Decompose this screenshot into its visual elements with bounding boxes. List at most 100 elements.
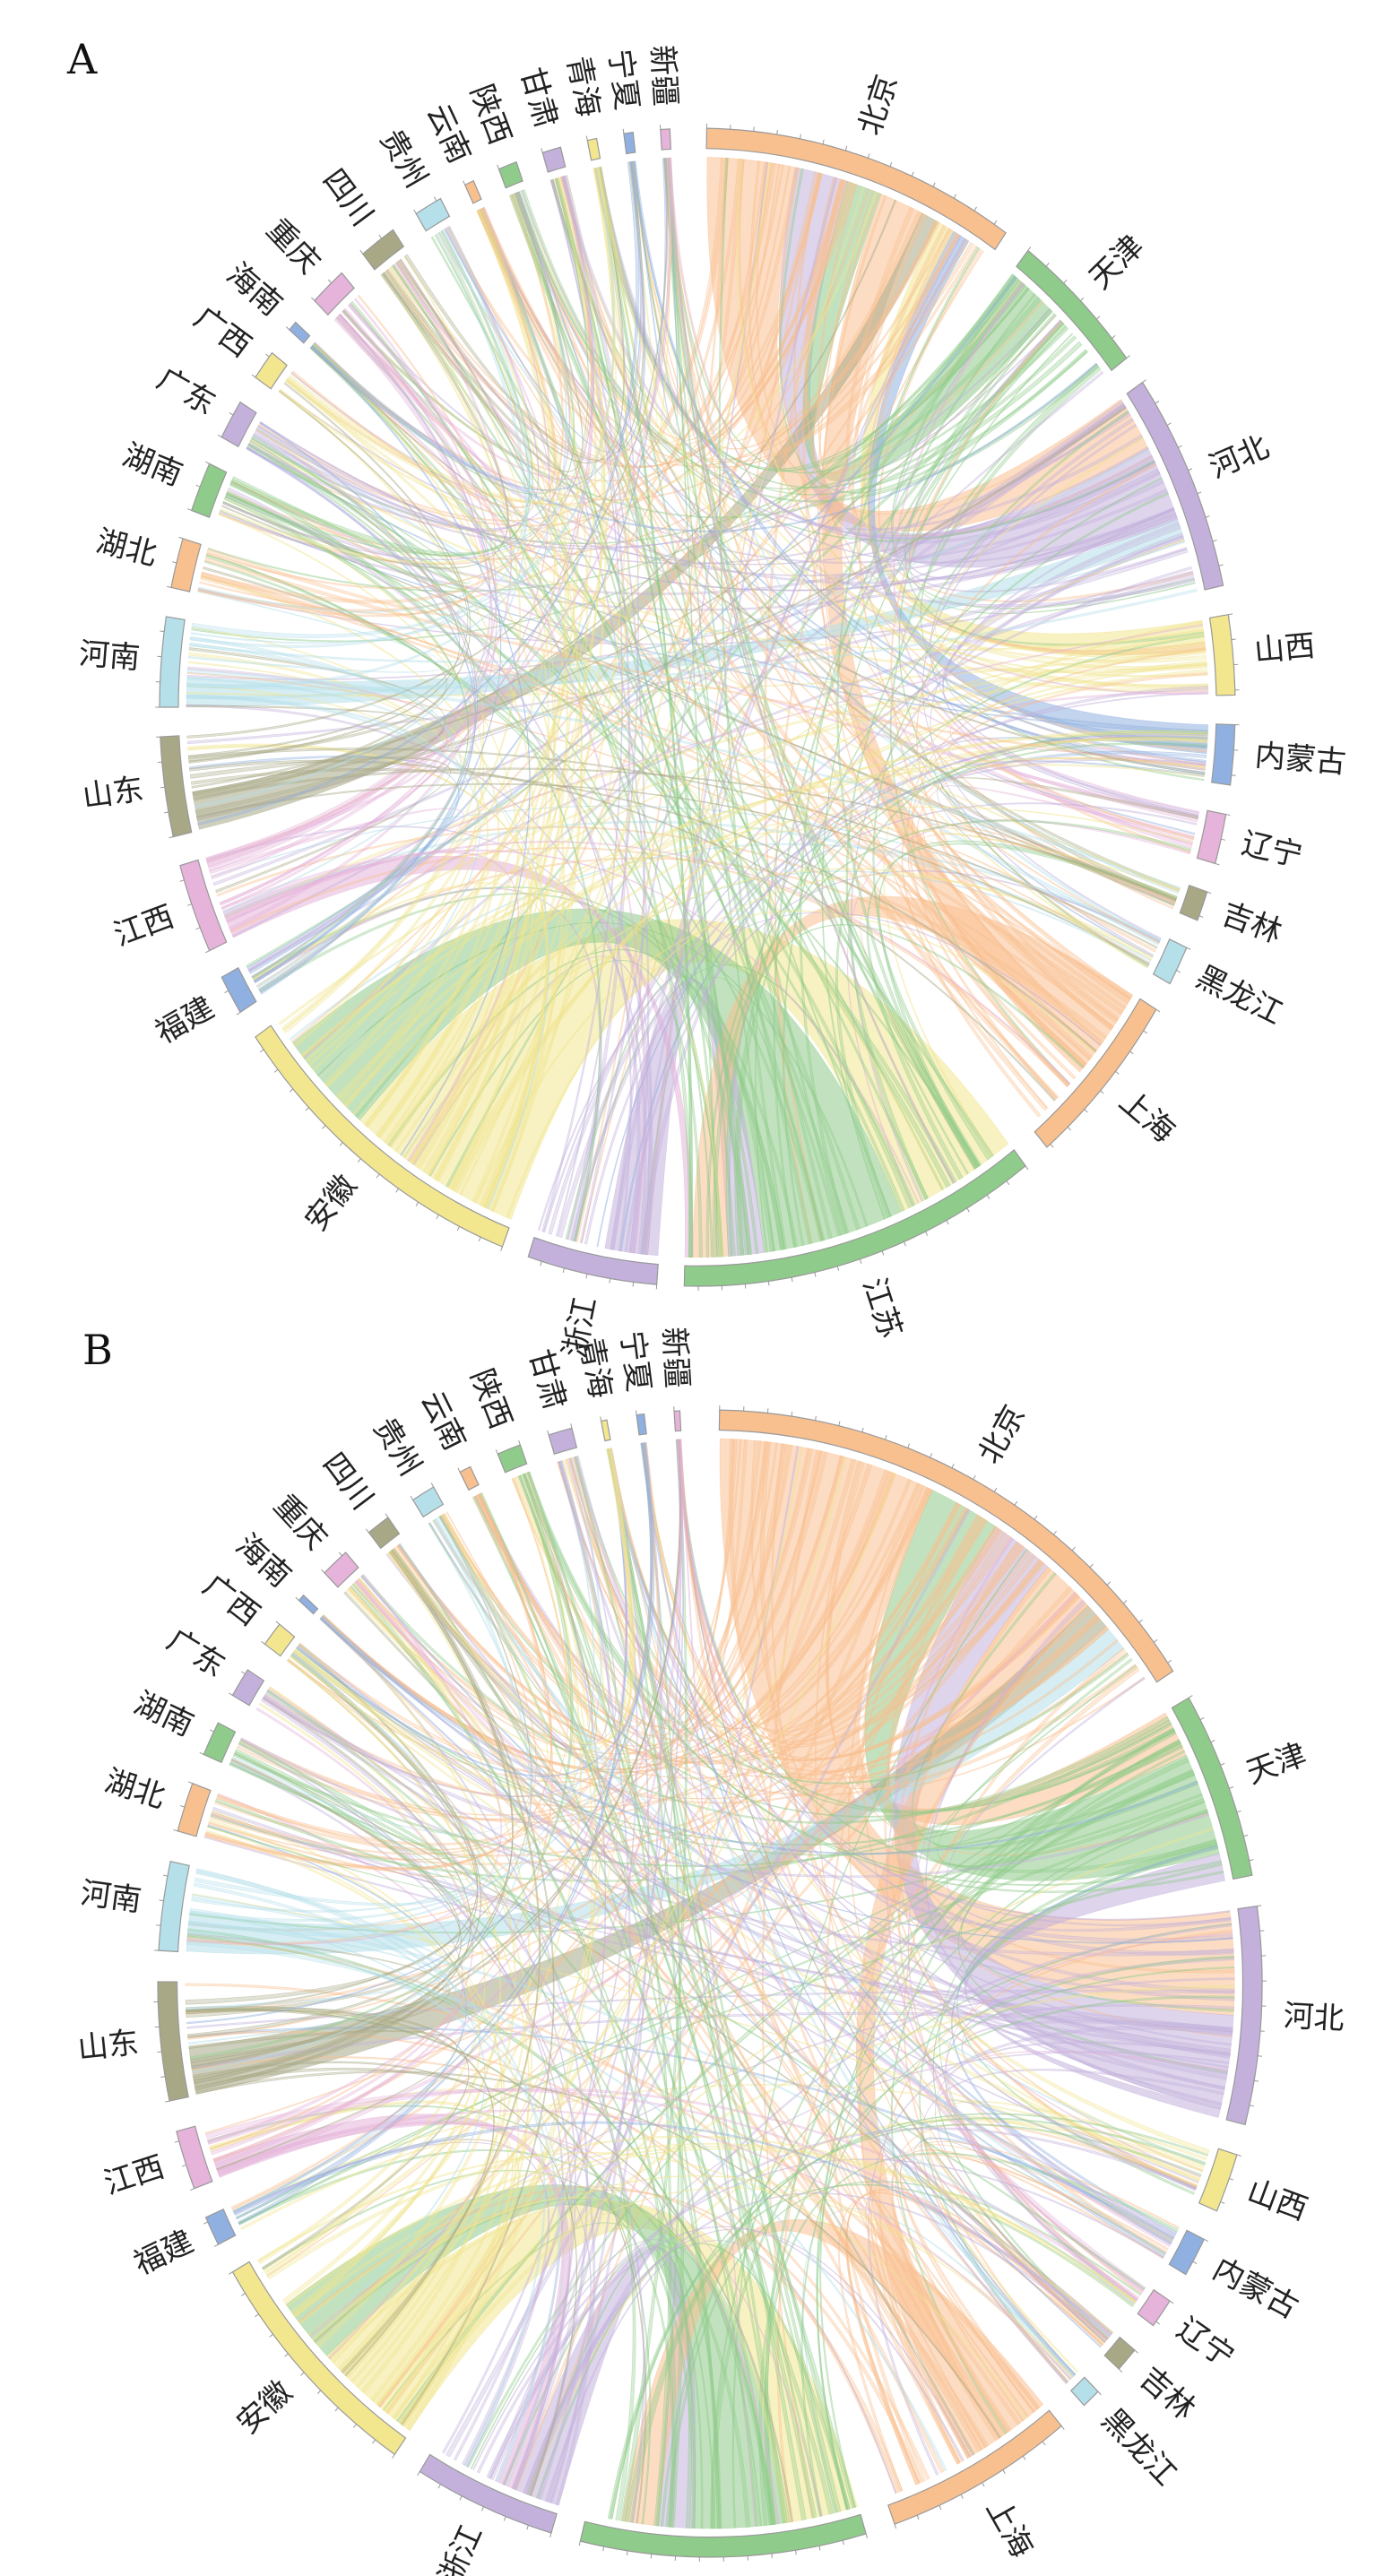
chord-minor bbox=[866, 843, 1177, 1180]
chord-minor bbox=[186, 1932, 450, 2063]
chord-minor bbox=[186, 705, 444, 797]
segment-新疆: 新疆 bbox=[644, 44, 683, 151]
chord-minor bbox=[800, 1967, 1235, 2517]
chord-minor bbox=[548, 566, 1193, 1235]
chord-minor bbox=[342, 308, 645, 1254]
chord-minor bbox=[286, 1659, 501, 2318]
chord-minor bbox=[625, 2117, 1207, 2523]
segment-arc bbox=[623, 131, 636, 155]
tick-mark bbox=[1014, 1500, 1018, 1506]
chord-minor bbox=[506, 874, 1154, 1219]
chord-minor bbox=[233, 1750, 715, 2529]
tick-mark bbox=[187, 508, 192, 511]
chord-minor bbox=[246, 445, 632, 1251]
segment-label: 吉林 bbox=[1133, 2360, 1203, 2427]
segment-arc bbox=[1152, 938, 1188, 985]
chord-minor bbox=[226, 624, 1204, 923]
tick-mark bbox=[1236, 1810, 1241, 1813]
chord-minor bbox=[392, 1448, 636, 1744]
segment-湖北: 湖北 bbox=[92, 523, 202, 592]
chord-minor bbox=[951, 1845, 1219, 2244]
tick-mark bbox=[1042, 2441, 1046, 2446]
segment-陕西: 陕西 bbox=[463, 80, 523, 189]
chord-minor bbox=[930, 418, 1199, 817]
segment-arc bbox=[1171, 1697, 1253, 1880]
chord-minor bbox=[287, 191, 878, 507]
tick-mark bbox=[156, 1924, 161, 1926]
chord-minor bbox=[319, 1617, 1102, 2348]
chord-minor bbox=[445, 1508, 971, 2458]
chord-minor bbox=[878, 840, 1178, 1161]
segment-四川: 四川 bbox=[316, 162, 405, 271]
chord-minor bbox=[388, 267, 555, 1177]
segment-arc bbox=[368, 1517, 401, 1550]
segment-label: 湖南 bbox=[117, 437, 187, 494]
chord-minor bbox=[428, 1474, 597, 1742]
segment-label: 新疆 bbox=[655, 1326, 695, 1388]
segment-arc bbox=[579, 2513, 867, 2558]
tick-mark bbox=[814, 1272, 817, 1277]
chord-minor bbox=[411, 955, 723, 1258]
segment-甘肃: 甘肃 bbox=[522, 1345, 578, 1456]
chord-minor bbox=[313, 192, 575, 495]
chord-minor bbox=[238, 2149, 750, 2528]
chord-minor bbox=[314, 1559, 1042, 2344]
tick-mark bbox=[904, 1241, 906, 1247]
chord-minor bbox=[783, 477, 1163, 1247]
segment-江苏: 江苏 bbox=[578, 2513, 869, 2563]
chord-minor bbox=[186, 1940, 947, 2472]
chord-minor bbox=[265, 1690, 834, 2515]
chord-minor bbox=[394, 158, 670, 462]
tick-mark bbox=[953, 194, 957, 199]
chord-minor bbox=[225, 177, 589, 557]
chord-minor bbox=[640, 1442, 1077, 2376]
tick-mark bbox=[562, 1267, 565, 1274]
chord-minor bbox=[186, 1929, 560, 2483]
chord-minor bbox=[904, 319, 1178, 580]
chord-minor bbox=[189, 540, 1186, 663]
tick-mark bbox=[1106, 1581, 1112, 1586]
tick-mark bbox=[497, 164, 499, 169]
segment-山西: 山西 bbox=[1198, 2148, 1312, 2228]
chord-minor bbox=[186, 694, 550, 1210]
tick-mark bbox=[178, 536, 184, 540]
tick-mark bbox=[236, 1011, 241, 1016]
chord-minor bbox=[221, 850, 920, 1205]
tick-mark bbox=[1034, 1515, 1038, 1520]
tick-mark bbox=[1198, 915, 1204, 918]
tick-mark bbox=[622, 128, 625, 134]
segment-arc bbox=[177, 1782, 212, 1837]
chord-minor bbox=[195, 405, 1127, 816]
chord-minor bbox=[197, 161, 640, 826]
tick-mark bbox=[844, 145, 848, 151]
chord-minor bbox=[329, 2174, 1074, 2379]
segment-山西: 山西 bbox=[1208, 613, 1317, 696]
tick-mark bbox=[261, 1640, 265, 1645]
tick-mark bbox=[205, 461, 210, 464]
chord-minor bbox=[619, 1439, 688, 2522]
chord-minor bbox=[946, 1676, 1232, 1932]
chord-minor bbox=[813, 192, 1023, 475]
segment-arc bbox=[660, 128, 671, 151]
chord-minor bbox=[318, 168, 617, 1079]
tick-mark bbox=[1118, 2368, 1123, 2373]
chord-minor bbox=[445, 320, 1065, 1188]
chord-minor bbox=[203, 559, 824, 1242]
tick-mark bbox=[478, 1237, 481, 1242]
tick-mark bbox=[1197, 491, 1202, 495]
segment-黑龙江: 黑龙江 bbox=[1152, 938, 1288, 1032]
chord-江西-浙江 bbox=[212, 2114, 571, 2490]
segment-label: 内蒙古 bbox=[1253, 738, 1347, 781]
tick-mark bbox=[195, 484, 201, 488]
segment-内蒙古: 内蒙古 bbox=[1211, 723, 1347, 786]
chord-minor bbox=[930, 507, 1175, 956]
tick-mark bbox=[269, 2333, 273, 2338]
chord-minor bbox=[220, 167, 616, 564]
chord-minor bbox=[845, 2192, 1104, 2485]
tick-mark bbox=[889, 161, 893, 168]
tick-mark bbox=[1220, 1762, 1225, 1766]
tick-mark bbox=[410, 1495, 414, 1500]
chord-minor bbox=[188, 652, 489, 1103]
chord-minor bbox=[391, 1547, 555, 2425]
